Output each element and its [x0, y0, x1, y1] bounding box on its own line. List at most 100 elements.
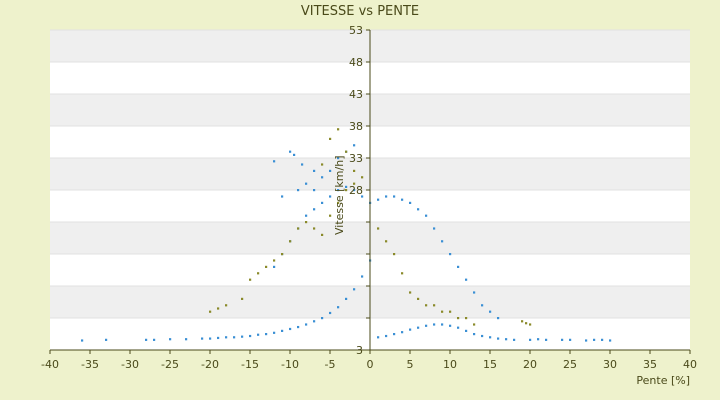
data-point [313, 227, 316, 230]
data-point [297, 325, 300, 329]
data-point [537, 338, 540, 341]
data-point [321, 233, 324, 236]
data-point [297, 227, 300, 230]
data-point [145, 338, 148, 341]
data-point [305, 221, 308, 224]
data-point [457, 326, 460, 329]
chart-title: VITESSE vs PENTE [301, 4, 419, 19]
data-point [561, 338, 564, 341]
data-point [353, 182, 356, 185]
data-point [529, 323, 532, 326]
y-axis-label: Vitesse [km/h] [333, 156, 346, 236]
data-point [481, 334, 484, 338]
x-axis-ticks: -40 -35 -30 -25 -20 -15 -10 -5 0 5 10 15 20 25 30 35 40 [41, 350, 697, 371]
data-point [441, 310, 444, 313]
data-point [441, 323, 444, 326]
y-tick-label: 43 [349, 88, 363, 101]
x-tick-label: -40 [41, 358, 59, 371]
data-point [593, 338, 596, 341]
data-point [385, 240, 388, 243]
y-tick-label: 48 [349, 56, 363, 69]
data-point [465, 329, 468, 332]
data-point [337, 189, 340, 192]
data-point [313, 208, 316, 211]
data-point [225, 304, 228, 307]
data-point [385, 195, 388, 198]
data-point [81, 339, 84, 342]
y-tick-label: 3 [356, 344, 363, 357]
data-point [473, 333, 476, 336]
data-point [337, 128, 340, 131]
data-point [321, 176, 324, 179]
data-point [289, 327, 292, 331]
data-point [409, 291, 412, 294]
data-point [273, 259, 276, 262]
data-point [241, 297, 244, 300]
data-point [313, 189, 316, 192]
data-point [353, 144, 356, 147]
data-point [417, 326, 420, 329]
data-point [497, 337, 500, 340]
data-point [313, 169, 316, 172]
data-point [425, 324, 428, 327]
x-tick-label: 15 [483, 358, 497, 371]
data-point [489, 310, 492, 313]
data-point [297, 189, 300, 192]
x-tick-label: 30 [603, 358, 617, 371]
x-tick-label: 0 [367, 358, 374, 371]
data-point [337, 201, 340, 204]
data-points [81, 128, 612, 342]
data-point [417, 297, 420, 300]
data-point [425, 214, 428, 217]
data-point [377, 227, 380, 230]
data-point [401, 272, 404, 275]
data-point [433, 227, 436, 230]
x-tick-label: 25 [563, 358, 577, 371]
data-point [585, 339, 588, 342]
data-point [321, 163, 324, 166]
data-point [353, 169, 356, 172]
data-point [353, 288, 356, 291]
data-point [525, 322, 528, 325]
data-point [497, 317, 500, 320]
data-point [289, 150, 292, 153]
data-point [569, 338, 572, 341]
data-point [241, 335, 244, 338]
x-tick-label: 10 [443, 358, 457, 371]
data-point [409, 328, 412, 331]
data-point [433, 304, 436, 307]
data-point [273, 265, 276, 268]
data-point [393, 333, 396, 336]
data-point [329, 195, 332, 198]
data-point [385, 334, 388, 338]
data-point [257, 333, 260, 336]
data-point [473, 291, 476, 294]
data-point [249, 334, 252, 338]
data-point [481, 304, 484, 307]
data-point [529, 338, 532, 341]
data-point [393, 195, 396, 198]
data-point [217, 307, 220, 310]
x-tick-label: 5 [407, 358, 414, 371]
data-point [425, 304, 428, 307]
data-point [257, 272, 260, 275]
data-point [465, 278, 468, 281]
data-point [265, 333, 268, 336]
data-point [105, 338, 108, 341]
data-point [345, 185, 348, 188]
data-point [417, 208, 420, 211]
data-point [233, 336, 236, 339]
data-point [185, 338, 188, 341]
data-point [209, 337, 212, 340]
data-point [345, 189, 348, 192]
data-point [305, 214, 308, 217]
x-tick-label: -15 [241, 358, 259, 371]
x-tick-label: -25 [161, 358, 179, 371]
data-point [273, 160, 276, 163]
data-point [209, 310, 212, 313]
data-point [433, 323, 436, 326]
data-point [337, 157, 340, 160]
data-point [313, 320, 316, 323]
data-point [345, 297, 348, 300]
x-tick-label: -30 [121, 358, 139, 371]
